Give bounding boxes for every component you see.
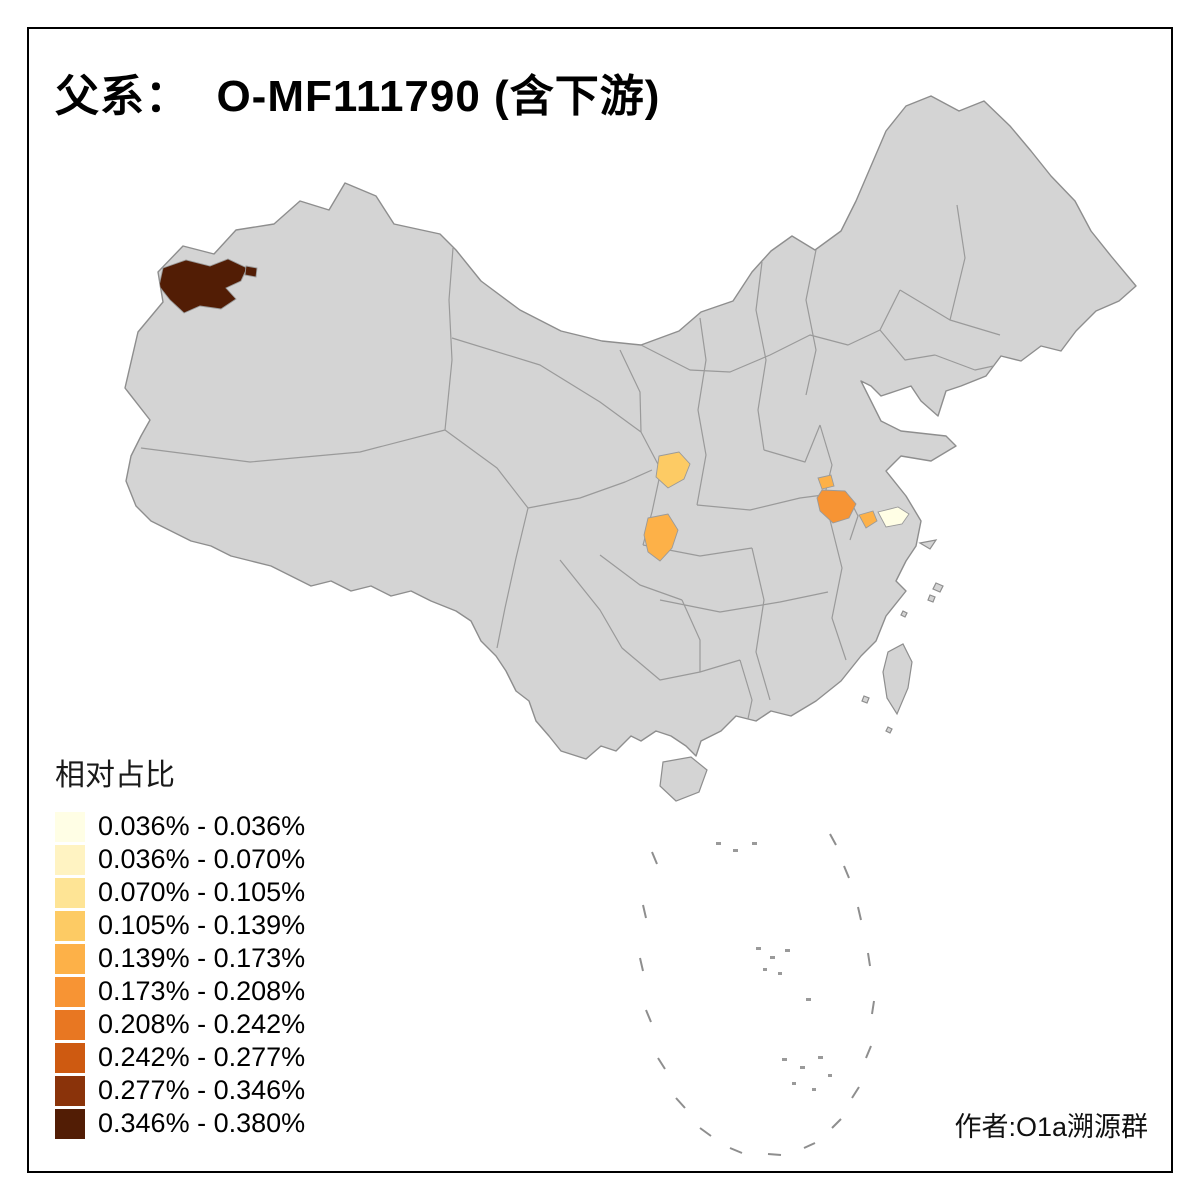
legend-label: 0.208% - 0.242% [98,1009,306,1039]
province-borders [140,204,1013,729]
legend-swatch [55,910,85,941]
legend-label: 0.139% - 0.173% [98,943,306,973]
legend-row: 0.036% - 0.070% [55,843,305,876]
region-west-large [158,258,248,314]
legend-swatch [55,1042,85,1073]
highlighted-regions [158,258,910,562]
islands [659,539,944,802]
legend-label: 0.036% - 0.070% [98,844,306,874]
legend-row: 0.242% - 0.277% [55,1041,305,1074]
credit: 作者:O1a溯源群 [954,1112,1148,1142]
region-central-north [655,451,691,489]
legend-row: 0.105% - 0.139% [55,909,305,942]
legend-row: 0.208% - 0.242% [55,1008,305,1041]
legend-row: 0.173% - 0.208% [55,975,305,1008]
legend-label: 0.105% - 0.139% [98,910,306,940]
page-title: 父系： O-MF111790 (含下游) [55,72,661,121]
legend-swatch [55,976,85,1007]
legend-swatch [55,844,85,875]
legend-label: 0.173% - 0.208% [98,976,306,1006]
region-east-pale [877,506,910,528]
coastal-islets [861,539,944,734]
legend-row: 0.070% - 0.105% [55,876,305,909]
region-east-main [816,489,857,524]
legend-swatch [55,1075,85,1106]
legend-row: 0.036% - 0.036% [55,810,305,843]
legend-row: 0.139% - 0.173% [55,942,305,975]
legend-label: 0.242% - 0.277% [98,1042,306,1072]
region-east-mid [858,510,878,529]
legend-label: 0.277% - 0.346% [98,1075,306,1105]
china-outline [124,95,1137,760]
legend-rows: 0.036% - 0.036% 0.036% - 0.070% 0.070% - 0… [55,810,305,1140]
legend-swatch [55,1108,85,1139]
legend-label: 0.346% - 0.380% [98,1108,306,1138]
legend-swatch [55,943,85,974]
nine-dash-line [639,833,875,1156]
legend-swatch [55,811,85,842]
legend: 相对占比 0.036% - 0.036% 0.036% - 0.070% 0.070… [55,750,305,1140]
region-west-small [244,265,258,278]
taiwan-island [882,643,913,716]
region-central-south [643,513,679,562]
south-sea-islets [716,842,832,1091]
legend-label: 0.036% - 0.036% [98,811,306,841]
legend-row: 0.277% - 0.346% [55,1074,305,1107]
legend-title: 相对占比 [55,759,175,792]
legend-row: 0.346% - 0.380% [55,1107,305,1140]
legend-swatch [55,1009,85,1040]
legend-swatch [55,877,85,908]
region-east-upper [817,474,835,490]
legend-label: 0.070% - 0.105% [98,877,306,907]
hainan-island [659,756,708,802]
